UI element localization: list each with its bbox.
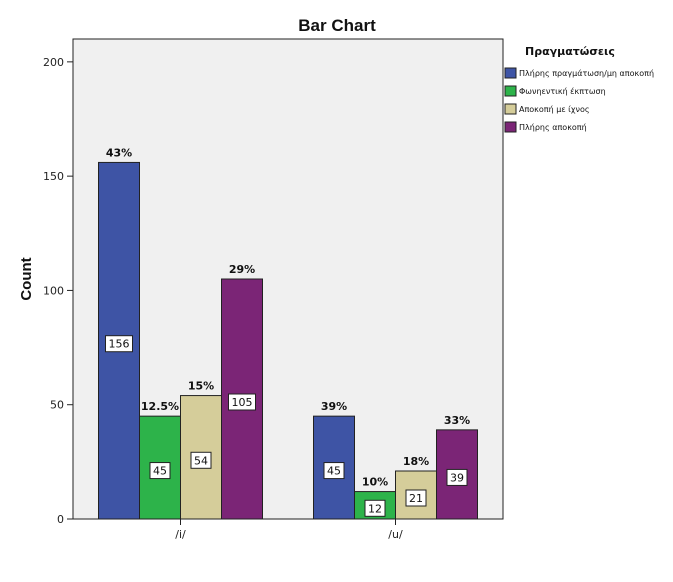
bar-value-label: 12 bbox=[368, 502, 382, 515]
bar-value-box bbox=[105, 335, 133, 353]
bar-percent-label: 29% bbox=[229, 263, 255, 276]
bar-value-label: 45 bbox=[153, 465, 167, 478]
bar-percent-label: 10% bbox=[362, 476, 388, 489]
y-tick-label: 200 bbox=[43, 56, 64, 69]
y-axis: 0 50 100 150 200 bbox=[43, 56, 73, 526]
bar-value-label: 156 bbox=[109, 338, 130, 351]
y-tick-label: 150 bbox=[43, 170, 64, 183]
legend-swatch bbox=[504, 67, 517, 79]
y-tick-label: 100 bbox=[43, 284, 64, 297]
bar-percent-label: 39% bbox=[321, 400, 347, 413]
bar-percent-label: 12.5% bbox=[141, 400, 179, 413]
x-tick-label: /i/ bbox=[175, 528, 186, 541]
bar-value-box bbox=[446, 468, 468, 486]
y-axis-title: Count bbox=[18, 257, 35, 300]
bar-value-label: 105 bbox=[232, 396, 253, 409]
chart-title: Bar Chart bbox=[298, 16, 376, 35]
legend-label: Πλήρης αποκοπή bbox=[519, 123, 587, 132]
y-tick-label: 50 bbox=[50, 399, 64, 412]
bars-group bbox=[98, 161, 478, 520]
x-axis: /i/ /u/ bbox=[175, 519, 403, 541]
bar-value-label: 45 bbox=[327, 465, 341, 478]
bar-value-box bbox=[323, 462, 345, 480]
legend-label: Αποκοπή με ίχνος bbox=[519, 105, 590, 114]
bar-percent-label: 18% bbox=[403, 455, 429, 468]
legend: Πραγματώσεις Πλήρης πραγμάτωση/μη αποκοπ… bbox=[504, 45, 654, 133]
bar-value-box bbox=[190, 451, 212, 469]
bar-percent-label: 15% bbox=[188, 380, 214, 393]
legend-label: Πλήρης πραγμάτωση/μη αποκοπή bbox=[519, 69, 654, 78]
legend-label: Φωνηεντική έκπτωση bbox=[519, 86, 606, 96]
bar-value-box bbox=[405, 489, 427, 507]
bar bbox=[395, 470, 437, 520]
bar-percent-label: 33% bbox=[444, 414, 470, 427]
legend-swatch bbox=[504, 85, 517, 97]
y-tick-label: 0 bbox=[57, 513, 64, 526]
bar-value-label: 21 bbox=[409, 492, 423, 505]
bar-value-label: 39 bbox=[450, 471, 464, 484]
bar-value-box bbox=[228, 393, 256, 411]
bar-labels-group: 43% 156 12.5% 45 15% 54 29% 105 39% 45 10% 12 18% 21 3… bbox=[105, 146, 470, 517]
legend-swatch bbox=[504, 103, 517, 115]
bar-value-box bbox=[149, 462, 171, 480]
bar-value-label: 54 bbox=[194, 454, 208, 467]
x-tick-label: /u/ bbox=[388, 528, 403, 541]
legend-title: Πραγματώσεις bbox=[525, 45, 615, 58]
bar-percent-label: 43% bbox=[106, 146, 132, 159]
legend-swatch bbox=[504, 121, 517, 133]
bar-value-box bbox=[364, 499, 386, 517]
